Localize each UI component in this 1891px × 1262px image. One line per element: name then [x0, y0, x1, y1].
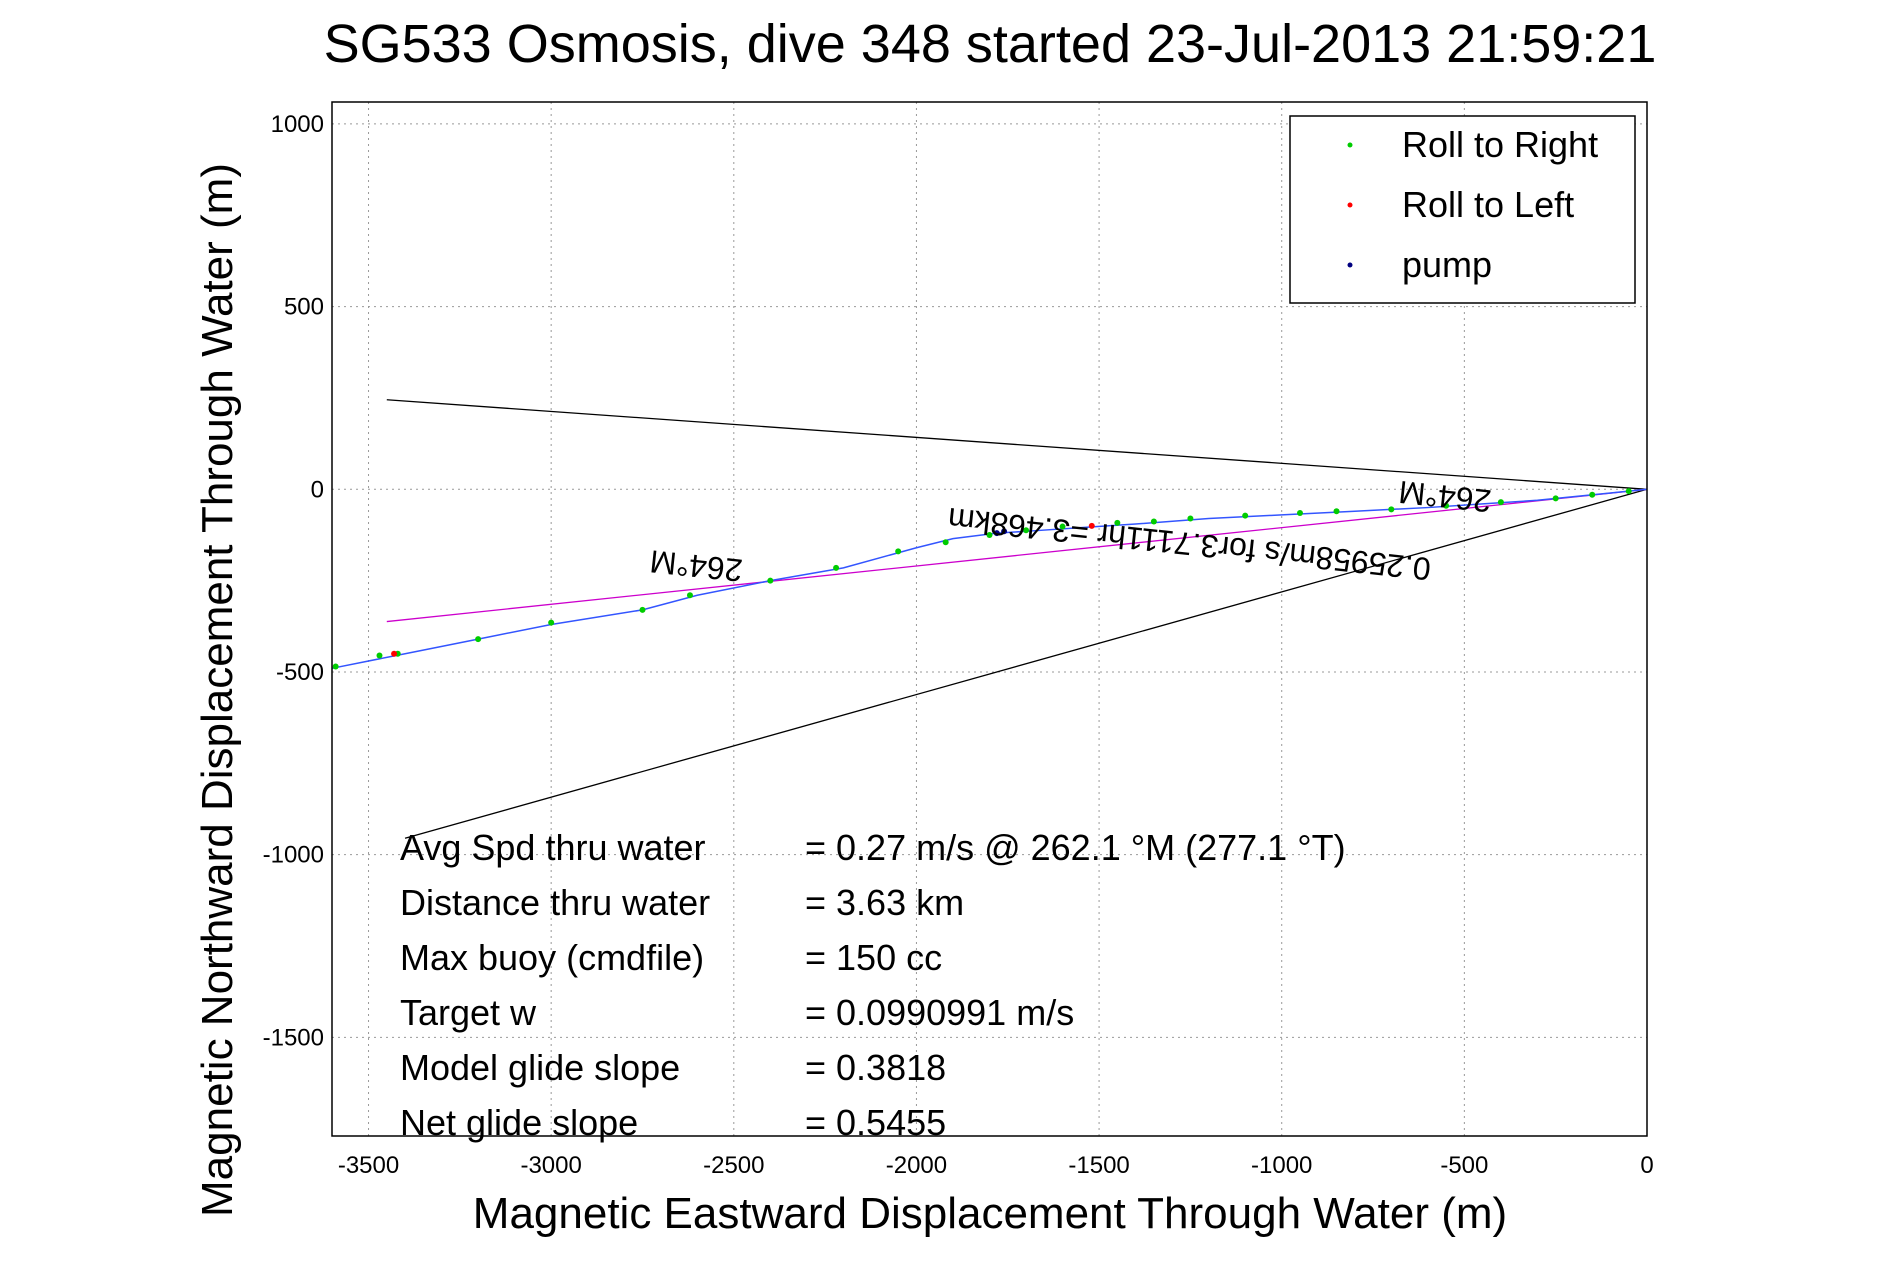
annotation-text: 264°M: [648, 543, 744, 589]
legend-label: pump: [1402, 244, 1492, 285]
data-point: [993, 530, 1000, 537]
x-tick-label: -500: [1440, 1152, 1488, 1179]
stat-label: Distance thru water: [400, 882, 710, 923]
stat-value: = 0.0990991 m/s: [805, 992, 1074, 1033]
stat-value: = 0.3818: [805, 1047, 946, 1088]
y-tick-label: 500: [284, 294, 324, 321]
stat-label: Target w: [400, 992, 537, 1033]
stat-value: = 150 cc: [805, 937, 942, 978]
stat-label: Model glide slope: [400, 1047, 680, 1088]
tick-labels: -3500 -3000 -2500 -2000 -1500 -1000 -500 0 -1500…: [263, 111, 1654, 1179]
data-point: [942, 539, 949, 546]
series: [331, 488, 1648, 670]
y-axis-label: Magnetic Northward Displacement Through …: [193, 163, 242, 1217]
data-point: [475, 636, 482, 643]
legend: Roll to Right Roll to Left pump: [1289, 115, 1636, 304]
x-tick-label: 0: [1640, 1152, 1653, 1179]
data-point: [1150, 518, 1157, 525]
data-point: [686, 592, 693, 599]
legend-label: Roll to Right: [1402, 124, 1598, 165]
y-tick-label: -500: [276, 659, 324, 686]
x-tick-label: -3000: [520, 1152, 581, 1179]
data-point: [1088, 522, 1095, 529]
plot-frame: [331, 101, 1648, 1137]
stat-label: Max buoy (cmdfile): [400, 937, 704, 978]
x-axis-label: Magnetic Eastward Displacement Through W…: [473, 1189, 1507, 1238]
y-tick-label: -1500: [263, 1024, 324, 1051]
data-point: [1001, 528, 1008, 535]
data-point: [1114, 519, 1121, 526]
legend-label: Roll to Left: [1402, 184, 1574, 225]
y-tick-label: 0: [311, 476, 324, 503]
data-point: [1023, 527, 1030, 534]
stat-value: = 0.27 m/s @ 262.1 °M (277.1 °T): [805, 827, 1346, 868]
data-point: [895, 548, 902, 555]
data-point: [1443, 502, 1450, 509]
data-point: [1497, 499, 1504, 506]
stats-block: Avg Spd thru water = 0.27 m/s @ 262.1 °M …: [400, 827, 1346, 1143]
legend-marker: [1347, 262, 1353, 268]
data-point: [548, 619, 555, 626]
annotation-text: 264°M: [1397, 474, 1493, 520]
data-point: [1059, 523, 1066, 530]
data-point: [1296, 510, 1303, 517]
data-point: [391, 650, 398, 657]
stat-value: = 3.63 km: [805, 882, 964, 923]
y-tick-label: 1000: [271, 111, 324, 138]
grid: [332, 102, 1647, 1136]
data-point: [1552, 495, 1559, 502]
data-point: [767, 577, 774, 584]
x-tick-label: -1500: [1068, 1152, 1129, 1179]
stat-value: = 0.5455: [805, 1102, 946, 1143]
data-point: [376, 652, 383, 659]
reference-line: [386, 399, 1648, 490]
data-point: [1388, 506, 1395, 513]
x-tick-label: -1000: [1251, 1152, 1312, 1179]
data-point: [1333, 508, 1340, 515]
data-point: [332, 663, 339, 670]
data-point: [986, 531, 993, 538]
data-point: [1625, 488, 1632, 495]
chart-title: SG533 Osmosis, dive 348 started 23-Jul-2…: [324, 14, 1657, 74]
legend-marker: [1347, 202, 1353, 208]
reference-line: [386, 488, 1648, 623]
data-point: [1187, 515, 1194, 522]
reference-lines: [386, 399, 1648, 839]
x-tick-label: -3500: [338, 1152, 399, 1179]
legend-marker: [1347, 142, 1353, 148]
data-point: [1242, 512, 1249, 519]
data-point: [1589, 491, 1596, 498]
y-tick-label: -1000: [263, 842, 324, 869]
data-point: [639, 606, 646, 613]
stat-label: Net glide slope: [400, 1102, 638, 1143]
legend-box: [1289, 115, 1636, 304]
x-tick-label: -2500: [703, 1152, 764, 1179]
reference-line: [404, 488, 1648, 839]
stat-label: Avg Spd thru water: [400, 827, 706, 868]
annotation-text: 0.25958m/s for3.7111hr =3.468km: [946, 501, 1432, 588]
data-point: [833, 564, 840, 571]
x-tick-label: -2000: [886, 1152, 947, 1179]
